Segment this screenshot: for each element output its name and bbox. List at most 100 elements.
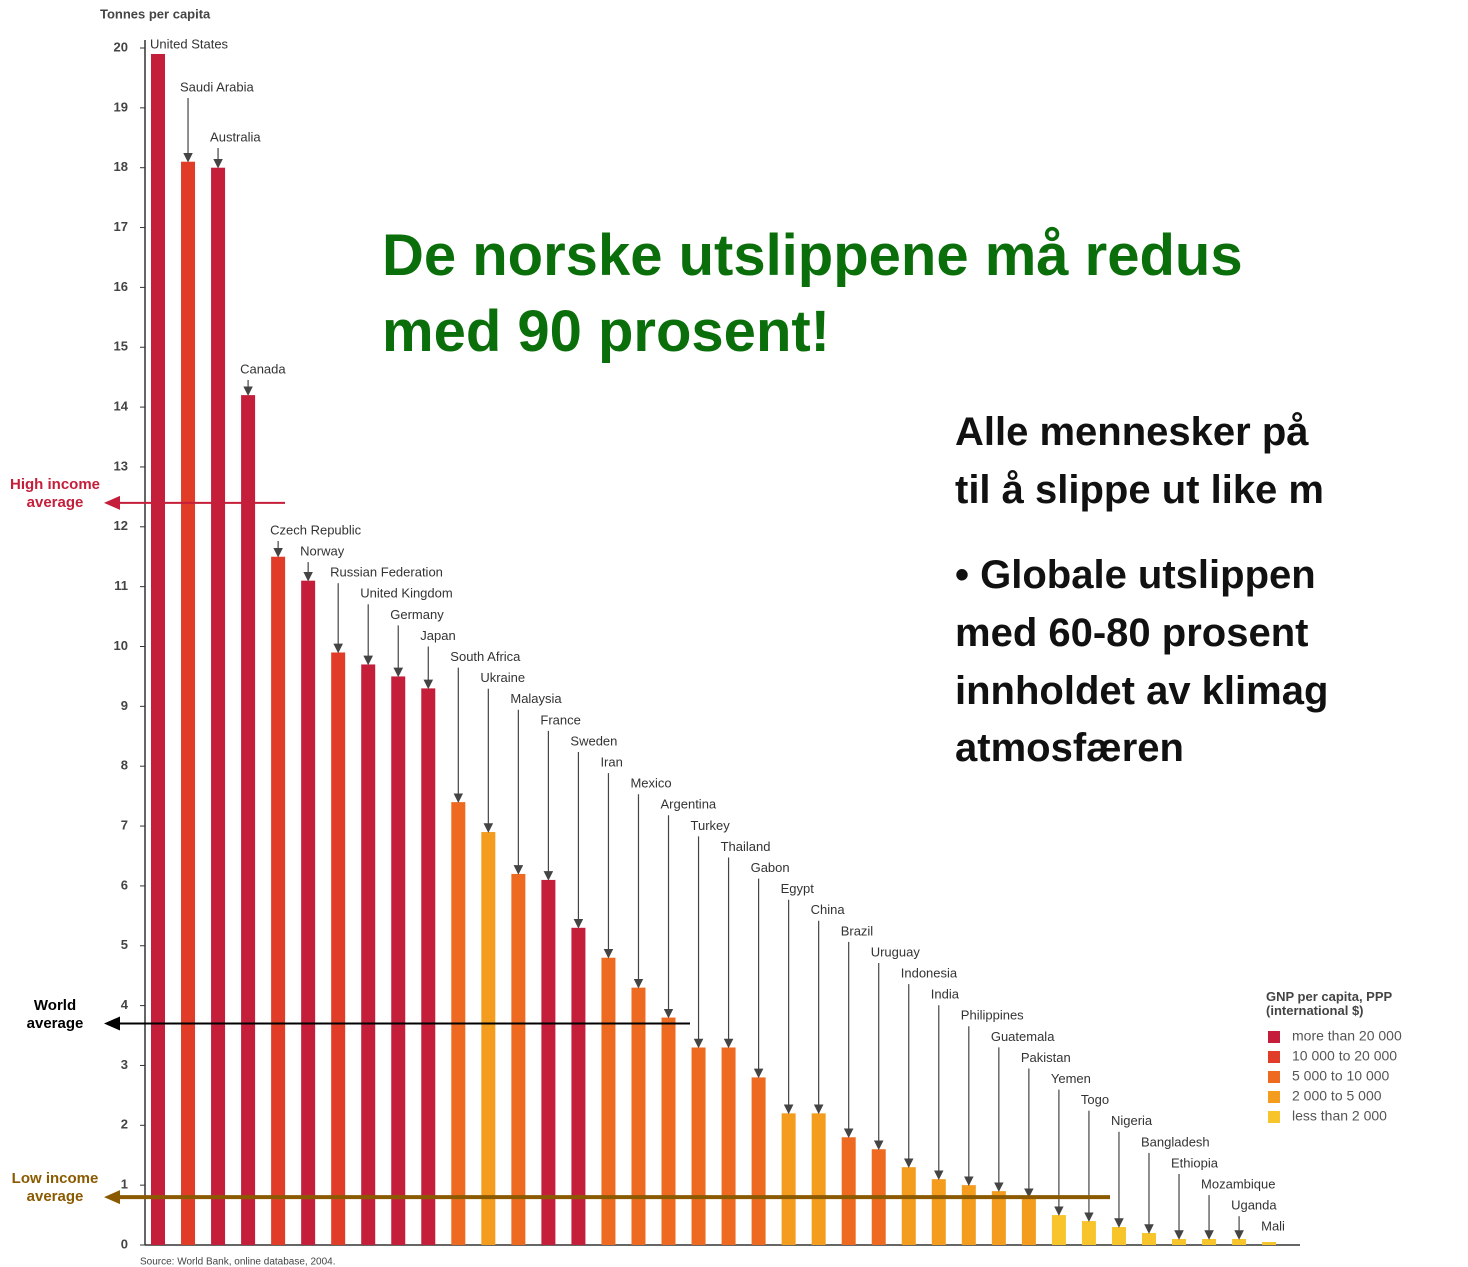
bar	[991, 1191, 1006, 1245]
bar-label: Nigeria	[1111, 1113, 1153, 1128]
bar	[391, 676, 406, 1245]
bar-label: Canada	[240, 361, 286, 376]
y-tick-label: 7	[121, 817, 128, 832]
slide-text: Alle mennesker på	[955, 410, 1309, 454]
bar-label: Brazil	[841, 923, 874, 938]
bar-label: Ukraine	[480, 670, 525, 685]
bar-label: Turkey	[691, 818, 731, 833]
bar	[1232, 1239, 1247, 1245]
bar-label: Japan	[420, 628, 455, 643]
slide-text: atmosfæren	[955, 726, 1184, 770]
bar-label: China	[811, 902, 846, 917]
bar-label: Pakistan	[1021, 1050, 1071, 1065]
legend-label: less than 2 000	[1292, 1108, 1387, 1124]
y-tick-label: 10	[114, 638, 128, 653]
bar	[271, 556, 286, 1245]
bar	[541, 879, 556, 1245]
y-tick-label: 15	[114, 339, 128, 354]
legend-swatch	[1268, 1091, 1280, 1103]
bar-label: Australia	[210, 129, 261, 144]
slide-text: innholdet av klimag	[955, 669, 1329, 713]
y-tick-label: 1	[121, 1177, 128, 1192]
y-tick-label: 16	[114, 279, 128, 294]
slide-title: med 90 prosent!	[382, 299, 830, 364]
bar	[661, 1017, 676, 1245]
reference-label: World average	[26, 996, 84, 1032]
legend-swatch	[1268, 1031, 1280, 1043]
legend-swatch	[1268, 1111, 1280, 1123]
bar-label: Bangladesh	[1141, 1134, 1210, 1149]
bar	[961, 1185, 976, 1245]
legend-title: GNP per capita, PPP (international $)	[1266, 989, 1392, 1018]
y-tick-label: 13	[114, 458, 128, 473]
bar	[211, 167, 226, 1246]
bar	[631, 987, 646, 1245]
bar	[781, 1113, 796, 1245]
bar-label: Mali	[1261, 1219, 1285, 1234]
bar	[571, 927, 586, 1245]
bar-label: Philippines	[961, 1008, 1024, 1023]
bar-label: Iran	[600, 755, 622, 770]
y-tick-label: 18	[114, 159, 128, 174]
bar	[511, 873, 526, 1245]
bar-label: Togo	[1081, 1092, 1109, 1107]
y-tick-label: 4	[121, 997, 129, 1012]
y-tick-label: 17	[114, 219, 128, 234]
y-tick-label: 20	[114, 39, 128, 54]
y-tick-label: 8	[121, 758, 128, 773]
bar	[751, 1077, 766, 1245]
bar-label: Germany	[390, 607, 444, 622]
bar	[811, 1113, 826, 1245]
y-tick-label: 12	[114, 518, 128, 533]
bar	[1051, 1215, 1066, 1245]
bar-label: Sweden	[570, 733, 617, 748]
y-tick-label: 14	[114, 399, 129, 414]
bar	[1021, 1197, 1036, 1245]
legend-label: 5 000 to 10 000	[1292, 1068, 1390, 1084]
legend-label: 10 000 to 20 000	[1292, 1048, 1397, 1064]
bar	[181, 161, 196, 1246]
bar-label: Argentina	[661, 797, 717, 812]
bar-label: Yemen	[1051, 1071, 1091, 1086]
y-tick-label: 6	[121, 877, 128, 892]
legend-label: 2 000 to 5 000	[1292, 1088, 1382, 1104]
bar-label: Thailand	[721, 839, 771, 854]
bar-label: Mozambique	[1201, 1177, 1275, 1192]
bar-label: Indonesia	[901, 966, 958, 981]
bar-label: Ethiopia	[1171, 1155, 1219, 1170]
bar	[691, 1047, 706, 1245]
bar-label: Mexico	[630, 776, 671, 791]
y-tick-label: 11	[114, 578, 128, 593]
slide-text: • Globale utslippen	[955, 553, 1316, 597]
bar-label: Czech Republic	[270, 522, 362, 537]
reference-arrowhead	[104, 1016, 120, 1031]
bar-label: Uganda	[1231, 1198, 1277, 1213]
bar	[901, 1167, 916, 1245]
y-tick-label: 19	[114, 99, 128, 114]
bar-label: Russian Federation	[330, 565, 443, 580]
source: Source: World Bank, online database, 200…	[140, 1257, 336, 1267]
bar-label: Egypt	[781, 881, 815, 896]
bar	[1111, 1227, 1126, 1245]
bar	[1081, 1221, 1096, 1245]
bar-label: Malaysia	[510, 691, 562, 706]
y-tick-label: 9	[121, 698, 128, 713]
bar-label: United Kingdom	[360, 586, 453, 601]
slide-title: De norske utslippene må redus	[382, 223, 1243, 288]
reference-label: Low income average	[11, 1170, 99, 1206]
bar	[1172, 1239, 1187, 1245]
legend-swatch	[1268, 1071, 1280, 1083]
bar	[721, 1047, 736, 1245]
bar	[1262, 1242, 1277, 1245]
y-tick-label: 0	[121, 1236, 128, 1251]
bar	[241, 395, 256, 1245]
bar	[1202, 1239, 1217, 1245]
bar	[841, 1137, 856, 1245]
y-axis-title: Tonnes per capita	[100, 6, 211, 21]
bar	[301, 580, 316, 1245]
reference-arrowhead	[104, 1190, 120, 1205]
slide-text: til å slippe ut like m	[955, 468, 1324, 512]
bar	[481, 832, 496, 1245]
